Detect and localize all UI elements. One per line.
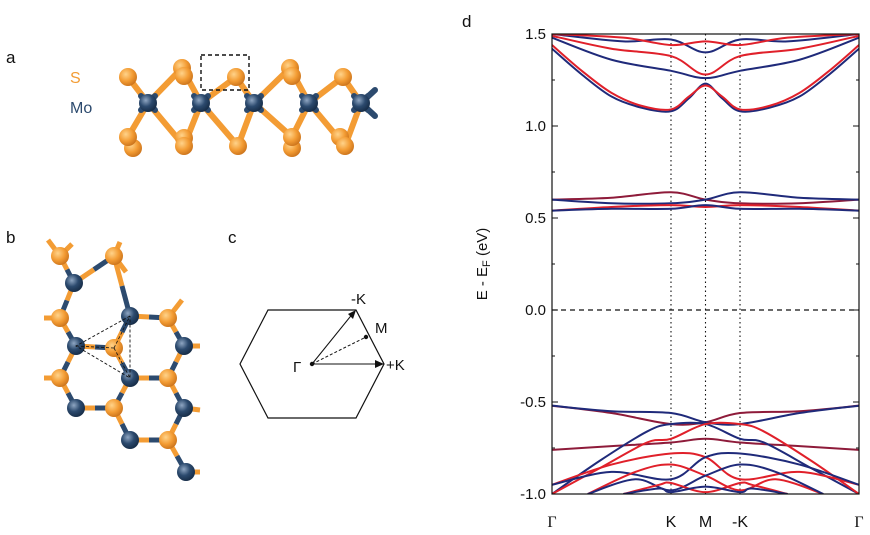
label-gamma: Γ — [293, 359, 301, 376]
legend-s-label: S — [70, 70, 81, 87]
mo-atom — [177, 463, 195, 481]
dashed-cell — [113, 315, 131, 349]
s-atom — [229, 137, 247, 155]
band-down-18 — [587, 463, 824, 494]
band-down-11 — [552, 404, 859, 426]
band-mixed-12 — [552, 437, 859, 451]
band-up-14 — [552, 421, 859, 494]
y-axis-label: E - EF (eV) — [474, 228, 493, 301]
mo-atom — [175, 337, 193, 355]
band-down-16 — [552, 451, 859, 486]
band-down-9 — [552, 204, 859, 212]
mo-atom — [300, 94, 318, 112]
dashed-cell — [75, 345, 115, 349]
x-tick-label: K — [666, 514, 677, 531]
s-atom — [105, 399, 123, 417]
top-view-structure — [44, 238, 201, 481]
x-tick-label: M — [699, 514, 712, 531]
panel-label-d: d — [462, 12, 471, 31]
m-point — [363, 334, 369, 340]
s-atom — [283, 128, 301, 146]
y-tick-label: -1.0 — [520, 486, 546, 503]
dashed-gamma-m — [311, 336, 367, 365]
y-axis: -1.0 -0.5 0.0 0.5 1.0 1.5 — [520, 26, 859, 503]
arrow-gamma-minus-k — [311, 311, 355, 365]
side-view-structure — [119, 59, 378, 157]
band-up-5 — [552, 34, 859, 47]
band-up-3 — [552, 34, 859, 76]
s-atom — [175, 137, 193, 155]
s-atom — [51, 309, 69, 327]
x-tick-label: -K — [732, 514, 748, 531]
mo-atom — [192, 94, 210, 112]
s-atom — [283, 67, 301, 85]
label-m: M — [375, 320, 388, 337]
s-atom — [51, 369, 69, 387]
arrowhead-minus-k — [348, 310, 356, 319]
x-axis: Γ K M -K Γ — [547, 514, 863, 531]
unit-cell-box — [200, 54, 250, 91]
panel-label-c: c — [228, 228, 237, 247]
dashed-cell — [75, 315, 131, 379]
s-atom — [159, 369, 177, 387]
s-atom — [119, 128, 137, 146]
s-atom — [175, 67, 193, 85]
s-atom — [51, 247, 69, 265]
band-down-0 — [552, 47, 859, 113]
s-atom — [336, 137, 354, 155]
x-tick-label: Γ — [854, 514, 863, 531]
s-atom — [119, 68, 137, 86]
band-structure-chart: -1.0 -0.5 0.0 0.5 1.0 1.5 Γ K M -K Γ E - EF (eV) — [474, 26, 864, 531]
y-tick-label: 0.5 — [525, 210, 546, 227]
label-plus-k: +K — [386, 357, 405, 374]
s-atom — [334, 68, 352, 86]
brillouin-zone: Γ -K M +K — [239, 291, 405, 419]
chart-bands — [552, 34, 859, 494]
s-atom — [227, 68, 245, 86]
legend-mo-label: Mo — [70, 100, 92, 117]
mo-atom — [121, 431, 139, 449]
s-atom — [159, 431, 177, 449]
band-down-7 — [552, 191, 859, 205]
label-minus-k: -K — [351, 291, 366, 308]
y-tick-label: 1.0 — [525, 118, 546, 135]
s-atom — [159, 309, 177, 327]
band-down-4 — [552, 34, 859, 54]
panel-label-b: b — [6, 228, 15, 247]
band-up-19 — [623, 481, 788, 494]
mo-atom — [139, 94, 157, 112]
mo-atom — [245, 94, 263, 112]
y-tick-label: -0.5 — [520, 394, 546, 411]
mo-atom — [175, 399, 193, 417]
x-tick-label: Γ — [547, 514, 556, 531]
band-up-1 — [552, 44, 859, 111]
y-tick-label: 1.5 — [525, 26, 546, 43]
arrowhead-plus-k — [375, 360, 384, 368]
mo-atom — [121, 369, 139, 387]
s-atom — [105, 247, 123, 265]
y-tick-label: 0.0 — [525, 302, 546, 319]
band-down-20 — [623, 485, 788, 494]
dashed-cell — [113, 347, 131, 379]
band-up-8 — [552, 204, 859, 212]
band-down-2 — [552, 36, 859, 80]
mo-atom — [67, 399, 85, 417]
mo-atom — [65, 274, 83, 292]
mo-atom — [352, 94, 370, 112]
panel-label-a: a — [6, 48, 16, 67]
